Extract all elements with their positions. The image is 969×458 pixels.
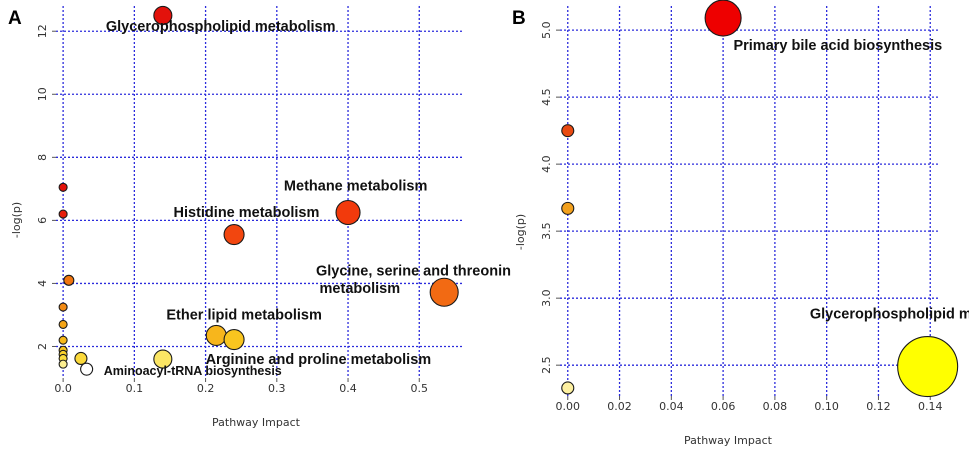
data-point	[58, 359, 68, 369]
pathway-annotation: Ether lipid metabolism	[166, 308, 322, 324]
pathway-annotation: Histidine metabolism	[174, 205, 320, 221]
data-point	[561, 124, 575, 138]
x-tick-label: 0.3	[268, 382, 286, 395]
y-tick-label: 12	[36, 24, 49, 38]
y-tick-label: 4.5	[540, 88, 553, 106]
y-axis-label: -log(p)	[514, 214, 527, 250]
data-point	[704, 0, 742, 37]
y-tick-label: 2.5	[540, 356, 553, 374]
x-tick-label: 0.0	[54, 382, 72, 395]
data-point	[58, 335, 68, 345]
data-point	[58, 182, 68, 192]
data-point	[223, 224, 245, 246]
x-tick-label: 0.08	[763, 400, 788, 413]
data-point	[561, 381, 575, 395]
data-point	[429, 277, 459, 307]
data-point	[58, 209, 68, 219]
y-axis-label: -log(p)	[10, 202, 23, 238]
y-tick-label: 6	[36, 217, 49, 224]
data-point	[335, 199, 361, 226]
x-tick-label: 0.04	[659, 400, 684, 413]
data-point	[74, 351, 88, 366]
y-tick-label: 3.0	[540, 289, 553, 307]
y-tick-label: 3.5	[540, 222, 553, 240]
x-tick-label: 0.5	[411, 382, 429, 395]
pathway-annotation: Primary bile acid biosynthesis	[733, 38, 942, 54]
data-point	[897, 335, 959, 398]
y-tick-label: 4	[36, 280, 49, 287]
x-tick-label: 0.00	[556, 400, 581, 413]
data-point	[58, 319, 68, 329]
pathway-annotation: Glycerophospholipid metabolism	[106, 19, 336, 35]
panel-label: B	[512, 8, 526, 29]
data-point	[63, 274, 75, 286]
y-tick-label: 2	[36, 343, 49, 350]
data-point	[153, 349, 173, 369]
pathway-annotation: Methane metabolism	[284, 178, 427, 194]
x-tick-label: 0.4	[339, 382, 357, 395]
x-tick-label: 0.14	[918, 400, 943, 413]
x-axis-label: Pathway Impact	[684, 434, 773, 447]
x-tick-label: 0.2	[197, 382, 215, 395]
panel-label: A	[8, 8, 22, 29]
pathway-annotation: metabolism	[320, 281, 401, 297]
data-point	[561, 201, 575, 215]
pathway-annotation: Arginine and proline metabolism	[206, 352, 432, 368]
pathway-annotation: Glycine, serine and threonin	[316, 264, 511, 280]
data-point	[58, 302, 68, 312]
data-point	[205, 324, 227, 346]
x-axis-label: Pathway Impact	[212, 416, 301, 429]
y-tick-label: 4.0	[540, 155, 553, 173]
x-tick-label: 0.10	[814, 400, 839, 413]
data-point	[153, 5, 173, 26]
x-tick-label: 0.02	[607, 400, 632, 413]
data-point	[223, 328, 245, 351]
data-point	[80, 362, 94, 376]
panel-a: 0.0 0.1 0.2 0.3 0.4 0.5 2 4 6 8 10 12 Pathway Impact…	[8, 5, 511, 429]
pathway-annotation: Glycerophospholipid metabolism	[810, 306, 969, 322]
y-tick-label: 8	[36, 154, 49, 161]
pathway-annotation: Aminoacyl-tRNA biosynthesis	[104, 364, 282, 378]
x-tick-label: 0.1	[126, 382, 144, 395]
y-tick-label: 5.0	[540, 21, 553, 39]
x-tick-label: 0.06	[711, 400, 736, 413]
panel-b: 0.00 0.02 0.04 0.06 0.08 0.10 0.12 0.14 2.5 3.0 3.…	[512, 0, 969, 447]
y-tick-label: 10	[36, 87, 49, 101]
x-tick-label: 0.12	[866, 400, 891, 413]
